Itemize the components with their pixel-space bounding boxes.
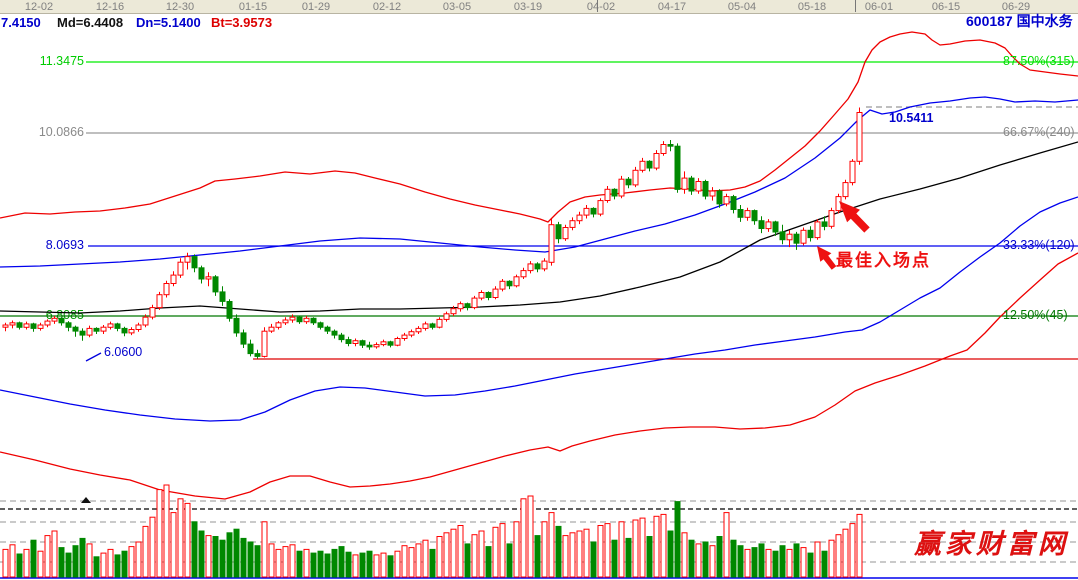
base-label-leader-line (85, 352, 102, 362)
date-label: 02-12 (372, 1, 402, 13)
entry-arrow-icon (839, 201, 870, 233)
lower-mid-line (0, 196, 1078, 422)
date-label: 01-29 (301, 1, 331, 13)
volume-series (2, 484, 863, 578)
date-label: 05-18 (797, 1, 827, 13)
date-label: 12-30 (165, 1, 195, 13)
date-label: 06-15 (931, 1, 961, 13)
date-label: 12-16 (95, 1, 125, 13)
ruler-tick (597, 0, 598, 12)
date-label: 03-05 (442, 1, 472, 13)
ruler-tick (855, 0, 856, 12)
entry-arrow-icon (817, 246, 837, 270)
upper-mid-line (0, 96, 1078, 268)
date-ruler[interactable]: 12-02 12-16 12-30 01-15 01-29 02-12 03-05 03-19… (0, 0, 1078, 14)
candlestick-series (2, 107, 863, 359)
mid-line (0, 141, 1078, 314)
volume-marker-triangle-icon (81, 497, 91, 503)
date-label: 06-29 (1001, 1, 1031, 13)
date-label: 01-15 (238, 1, 268, 13)
lower-band-line (0, 252, 1078, 500)
date-label: 05-04 (727, 1, 757, 13)
date-label: 03-19 (513, 1, 543, 13)
date-label: 12-02 (24, 1, 54, 13)
date-label: 04-02 (586, 1, 616, 13)
date-label: 04-17 (657, 1, 687, 13)
upper-band-line (0, 31, 1078, 223)
date-label: 06-01 (864, 1, 894, 13)
